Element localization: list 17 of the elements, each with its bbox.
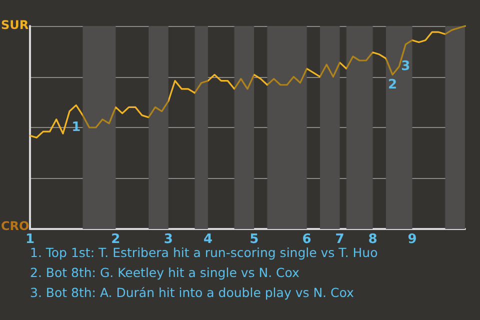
x-tick-label: 1 — [25, 232, 35, 247]
x-tick-label: 5 — [250, 232, 259, 247]
x-tick-label: 9 — [408, 232, 417, 247]
x-tick-label: 3 — [164, 232, 173, 247]
x-tick-label: 7 — [335, 232, 344, 247]
text: CRO — [1, 219, 30, 233]
x-tick-label: 4 — [203, 232, 212, 247]
text: SUR — [1, 18, 29, 32]
text: 1. Top 1st: T. Estribera hit a run-scoring single vs T. Huo — [30, 245, 378, 260]
x-tick-label: 6 — [302, 232, 312, 247]
x-tick-label: 2 — [111, 232, 120, 247]
annotation: 2 — [388, 77, 398, 92]
text: 2. Bot 8th: G. Keetley hit a single vs N. Cox — [30, 265, 300, 280]
text: 3. Bot 8th: A. Durán hit into a double play vs N. Cox — [30, 285, 354, 300]
annotation: 3 — [401, 59, 410, 74]
annotation: 1 — [72, 120, 81, 135]
x-tick-label: 8 — [368, 232, 378, 247]
